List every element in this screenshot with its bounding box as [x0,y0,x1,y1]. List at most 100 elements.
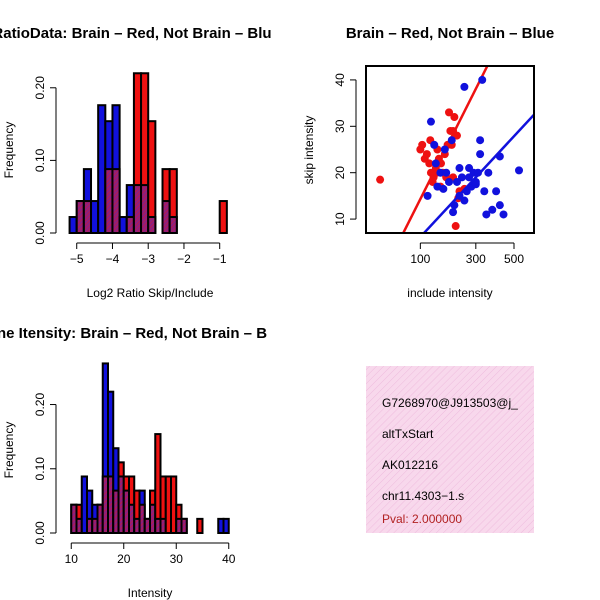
data-point [460,82,469,91]
axes: −5 −4 −3 −2 −1 0.00 0.10 0.20 [33,76,227,266]
data-point [495,201,504,210]
data-point [476,150,485,159]
ratio-histogram: RatioData: Brain – Red, Not Brain – Blu … [0,25,272,300]
overlap-bar [180,517,188,534]
x-tick-label: −4 [106,252,120,266]
event-type: altTxStart [382,427,434,441]
histogram-bar [218,200,228,234]
data-point [492,187,501,196]
x-tick-label: 500 [504,252,524,266]
data-point [425,159,434,168]
data-point [439,184,448,193]
data-point [457,173,466,182]
overlap-bar [104,168,114,235]
x-tick-label: −2 [177,252,191,266]
y-axis-label: Frequency [2,422,16,479]
data-point [478,75,487,84]
chart-title: Brain – Red, Not Brain – Blue [346,25,554,42]
points [376,66,534,232]
x-tick-label: 100 [410,252,430,266]
x-tick-label: 40 [222,552,236,566]
p-value: Pval: 2.000000 [382,512,462,526]
x-tick-label: 20 [117,552,131,566]
data-point [473,168,482,177]
overlap-bar [82,200,93,234]
overlap-bar [168,216,178,235]
data-point [480,187,489,196]
overlap-bar [140,184,150,234]
chart-title: RatioData: Brain – Red, Not Brain – Blu [0,25,272,42]
histogram-bar [118,216,128,235]
y-tick-label: 30 [333,119,347,133]
data-point [482,210,491,219]
overlap-bar [161,200,171,234]
regression-line [423,113,534,232]
data-point [445,108,454,117]
data-point [376,175,385,184]
axes: 100 300 500 10 20 30 40 [333,73,524,266]
x-tick-label: 300 [466,252,486,266]
y-tick-label: 0.10 [33,148,47,172]
y-tick-label: 0.20 [33,393,47,417]
cluster-id: chr11.4303−1.s [382,489,464,503]
bars [70,362,230,535]
x-tick-label: 10 [65,552,79,566]
y-tick-label: 10 [333,212,347,226]
data-point [431,159,440,168]
intensity-scatter: Brain – Red, Not Brain – Blue include in… [302,25,554,300]
y-tick-label: 0.00 [33,221,47,245]
data-point [436,168,445,177]
overlap-bar [75,200,85,234]
accession: AK012216 [382,458,438,472]
overlap-bar [147,216,157,235]
x-axis-label: Intensity [128,586,173,600]
x-tick-label: −1 [213,252,227,266]
data-point [422,150,431,159]
data-point [430,140,439,149]
data-point [451,222,460,231]
data-point [452,131,461,140]
x-axis-label: include intensity [407,286,492,300]
bars [68,72,228,235]
data-point [455,164,464,173]
data-point [445,177,454,186]
data-point [418,140,427,149]
y-tick-label: 40 [333,73,347,87]
data-point [450,113,459,122]
data-point [440,145,449,154]
data-point [423,191,432,200]
plot-frame [365,65,535,234]
data-point [449,208,458,217]
axes: 10 20 30 40 0.00 0.10 0.20 [33,393,236,566]
data-point [465,173,474,182]
overlap-bar [132,184,143,234]
chart-title: ne Itensity: Brain – Red, Not Brain – B [0,325,267,342]
x-tick-label: −5 [70,252,84,266]
x-tick-label: 30 [170,552,184,566]
y-tick-label: 0.00 [33,521,47,545]
y-tick-label: 0.20 [33,76,47,100]
data-point [426,117,435,126]
gene-id: G7268970@J913503@j_ [382,396,518,410]
y-axis-label: Frequency [2,122,16,179]
data-point [433,182,442,191]
x-axis-label: Log2 Ratio Skip/Include [87,286,214,300]
y-tick-label: 0.10 [33,457,47,481]
data-point [476,136,485,145]
histogram-bar [222,517,230,534]
histogram-bar [68,216,78,235]
info-panel: G7268970@J913503@j_ altTxStart AK012216 … [366,366,534,533]
x-tick-label: −3 [141,252,155,266]
histogram-bar [90,200,100,234]
intensity-histogram: ne Itensity: Brain – Red, Not Brain – B … [0,325,267,600]
histogram-bar [196,517,204,534]
histogram-bar [97,104,107,234]
info-background [366,366,534,533]
data-point [442,168,451,177]
y-tick-label: 20 [333,166,347,180]
data-point [515,166,524,175]
y-axis-label: skip intensity [302,116,316,185]
overlap-bar [125,216,135,235]
data-point [488,205,497,214]
